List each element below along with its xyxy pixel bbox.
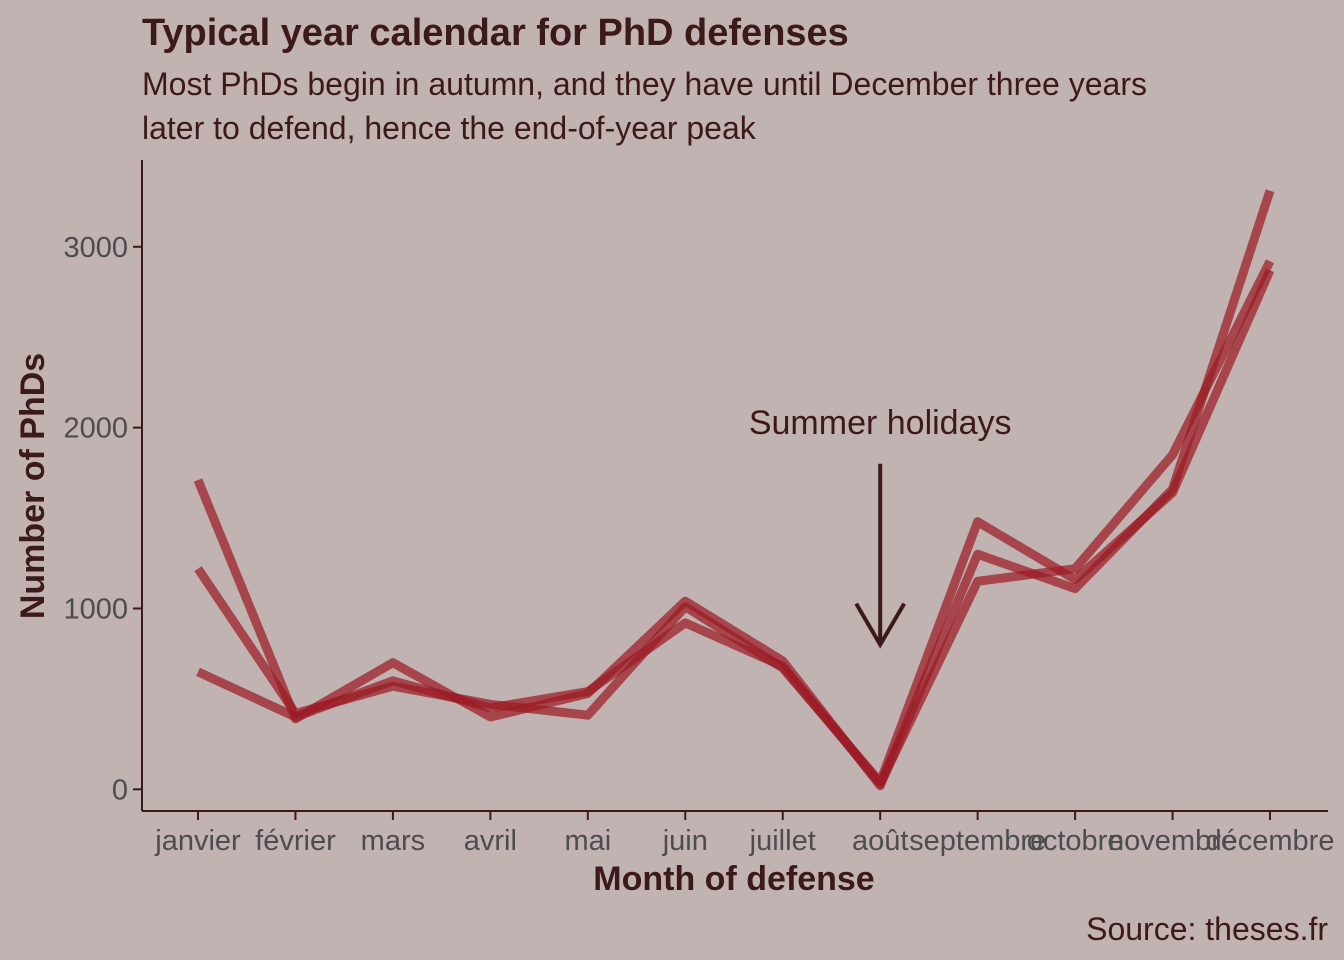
x-tick-label-mars: mars: [361, 825, 425, 857]
x-tick-label-janvier: janvier: [154, 825, 241, 857]
x-tick-label-décembre: décembre: [1206, 825, 1335, 857]
x-tick-label-mai: mai: [564, 825, 611, 857]
x-axis-title: Month of defense: [593, 860, 874, 898]
series-line-3: [196, 259, 1275, 789]
y-tick-label-1000: 1000: [63, 593, 128, 625]
chart-subtitle-line-1: Most PhDs begin in autumn, and they have…: [142, 66, 1147, 102]
y-axis-title: Number of PhDs: [14, 353, 52, 619]
axes: 0 1000 2000 3000 janvier février mars avril mai j…: [63, 160, 1334, 857]
annotation-summer-holidays: Summer holidays: [749, 404, 1012, 442]
y-tick-label-0: 0: [112, 774, 128, 806]
chart-title: Typical year calendar for PhD defenses: [142, 12, 849, 54]
x-tick-label-novembre: novembre: [1108, 825, 1237, 857]
series-line-1: [193, 189, 1275, 791]
chart-caption: Source: theses.fr: [1086, 911, 1328, 947]
annotation: Summer holidays: [749, 404, 1012, 649]
x-tick-label-juin: juin: [662, 825, 708, 857]
chart-subtitle-line-2: later to defend, hence the end-of-year p…: [142, 110, 757, 146]
x-tick-label-octobre: octobre: [1027, 825, 1124, 857]
x-tick-label-septembre: septembre: [909, 825, 1046, 857]
series-lines: [193, 189, 1275, 791]
x-tick-label-avril: avril: [464, 825, 517, 857]
y-tick-label-3000: 3000: [63, 232, 128, 264]
annotation-arrow-head: [854, 602, 906, 649]
x-tick-label-février: février: [255, 825, 336, 857]
y-tick-label-2000: 2000: [63, 413, 128, 445]
x-tick-label-juillet: juillet: [749, 825, 816, 857]
x-tick-label-août: août: [852, 825, 908, 857]
